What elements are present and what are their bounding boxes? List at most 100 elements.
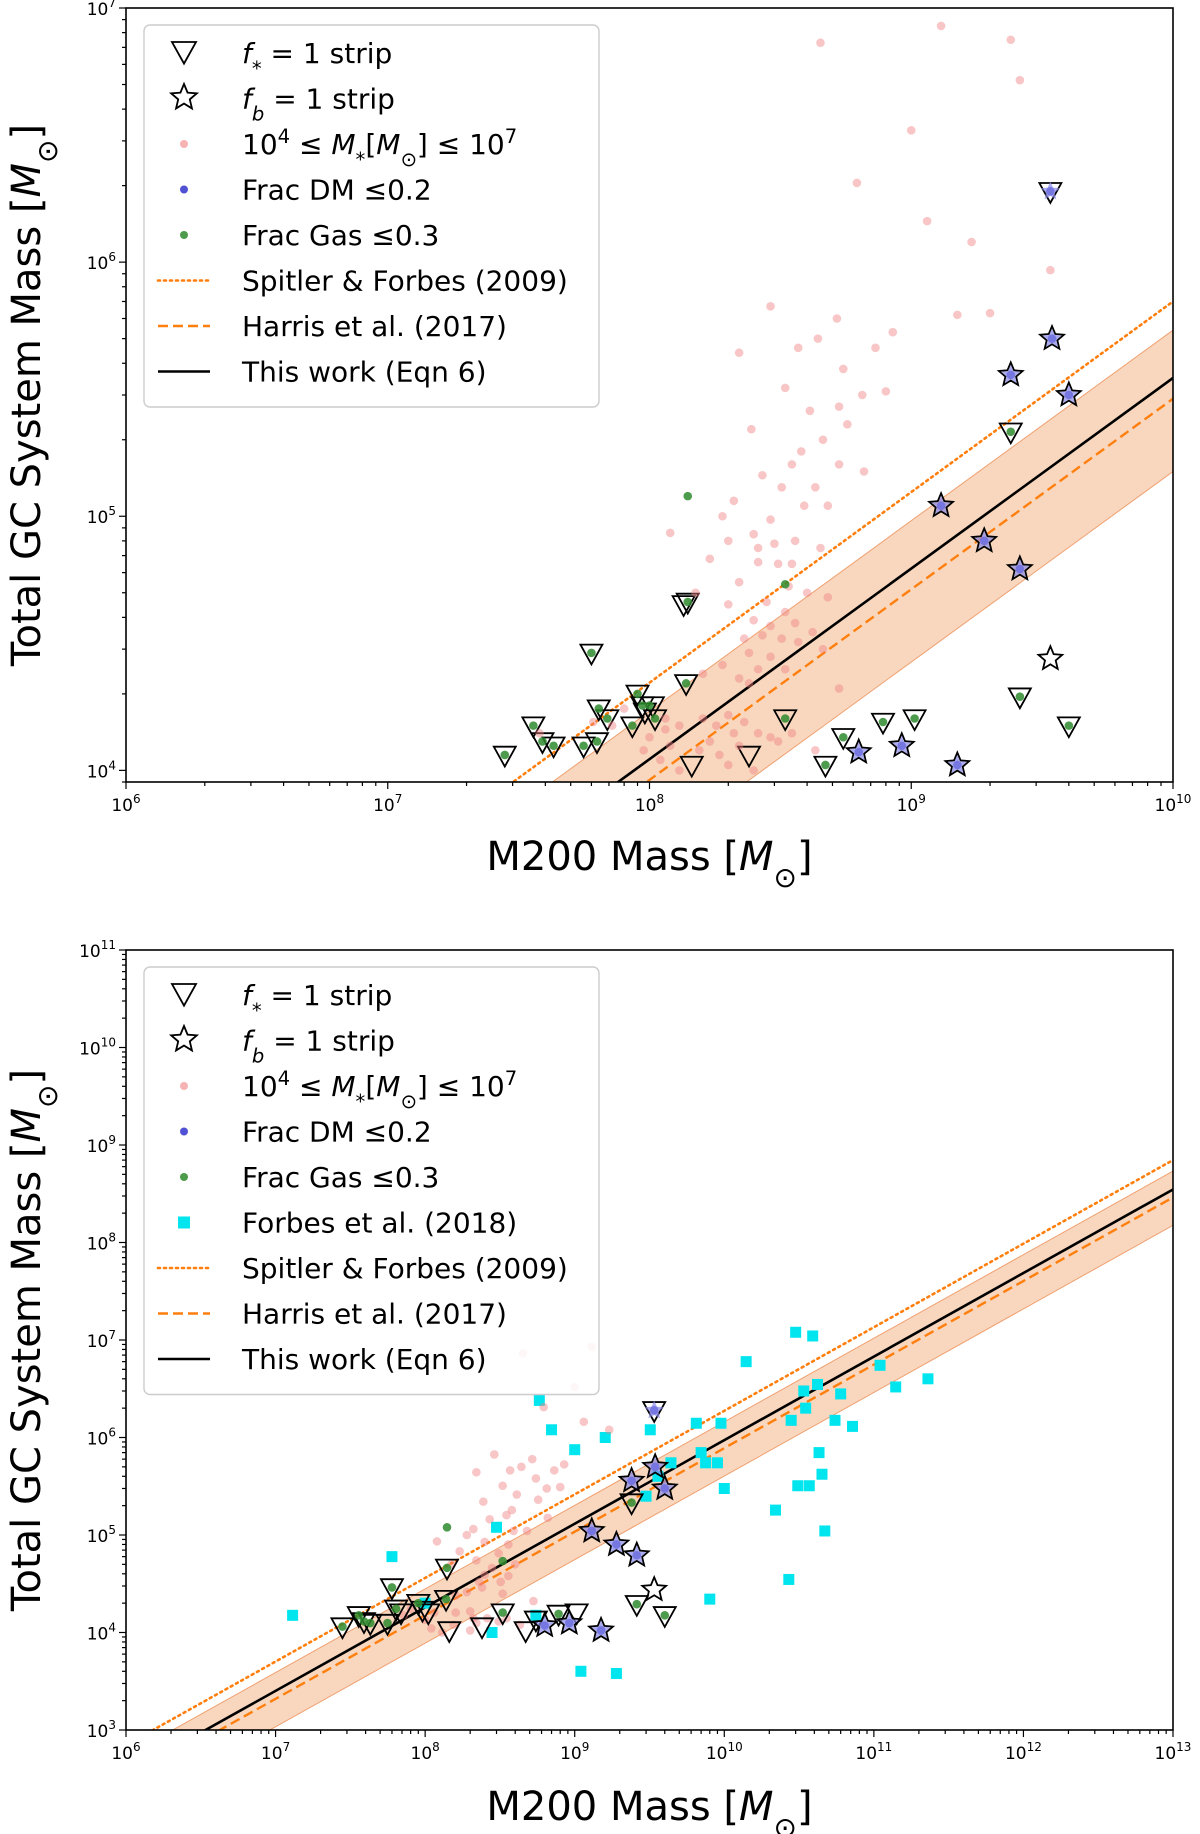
- series-circle: [338, 1498, 670, 1631]
- stellar-mass-point: [661, 714, 670, 723]
- fstar-strip-point: [679, 755, 705, 779]
- stellar-mass-point: [734, 577, 744, 587]
- stellar-mass-point: [465, 1606, 475, 1616]
- stellar-mass-point: [487, 1563, 497, 1573]
- fb-strip-point: [577, 1516, 606, 1543]
- frac-gas-point: [354, 1611, 364, 1620]
- fb-strip-point: [641, 1452, 670, 1479]
- legend-label-fb: fb = 1 strip: [242, 1025, 395, 1068]
- stellar-mass-point: [799, 501, 809, 511]
- fstar-strip-point: [492, 745, 518, 769]
- stellar-mass-point: [834, 460, 844, 469]
- y-tick-label: 106: [87, 1426, 116, 1450]
- stellar-mass-point: [479, 1497, 488, 1506]
- stellar-mass-point: [936, 21, 946, 31]
- fb-strip-point: [530, 1610, 559, 1638]
- stellar-mass-point: [753, 543, 763, 553]
- frac-gas-point: [1064, 721, 1074, 730]
- fstar-strip-point: [642, 709, 668, 732]
- forbes-2018-point: [807, 1330, 819, 1342]
- forbes-2018-point: [800, 1402, 812, 1414]
- frac-gas-point: [1006, 427, 1016, 437]
- frac-gas-point: [413, 1598, 423, 1608]
- legend-frac-dm-icon: [180, 185, 188, 194]
- stellar-mass-point: [1015, 75, 1025, 85]
- stellar-mass-point: [729, 728, 739, 738]
- stellar-mass-point: [787, 728, 797, 738]
- legend-label-harris: Harris et al. (2017): [242, 1298, 507, 1331]
- stellar-mass-point: [555, 1482, 565, 1492]
- stellar-mass-point: [619, 704, 629, 713]
- stellar-mass-point: [793, 637, 803, 647]
- stellar-mass-point: [512, 1490, 522, 1499]
- stellar-mass-point: [531, 1474, 541, 1483]
- frac-dm-star-fill: [582, 1520, 602, 1540]
- series-circle: [500, 427, 1074, 770]
- stellar-mass-point: [762, 597, 771, 607]
- uncertainty-band: [551, 329, 1173, 782]
- legend-triangle-icon: [170, 983, 198, 1008]
- frac-gas-point: [821, 760, 830, 770]
- stellar-mass-point: [698, 714, 708, 723]
- y-tick-label: 1011: [79, 938, 116, 962]
- y-tick-label: 105: [87, 1523, 116, 1547]
- x-tick-label: 107: [261, 1740, 290, 1764]
- frac-gas-point: [338, 1622, 347, 1631]
- stellar-mass-point: [535, 728, 544, 738]
- stellar-mass-point: [455, 1547, 464, 1556]
- frac-dm-star-fill: [622, 1470, 642, 1489]
- stellar-mass-point: [656, 755, 665, 765]
- fstar-strip-point: [736, 745, 762, 769]
- stellar-mass-point: [749, 529, 758, 539]
- fstar-strip-point: [541, 736, 567, 760]
- legend-frac-gas-icon: [180, 1173, 188, 1181]
- legend-star-icon: [168, 81, 200, 111]
- stellar-mass-point: [1046, 265, 1055, 275]
- frac-gas-point: [592, 737, 602, 746]
- frac-dm-star-fill: [892, 735, 912, 754]
- stellar-mass-point: [469, 1524, 478, 1534]
- frac-gas-point: [442, 1522, 452, 1532]
- stellar-mass-point: [787, 559, 797, 569]
- stellar-mass-point: [705, 554, 715, 564]
- forbes-2018-point: [813, 1447, 825, 1459]
- stellar-mass-point: [834, 402, 844, 411]
- forbes-2018-point: [569, 1444, 581, 1456]
- stellar-mass-point: [787, 460, 797, 469]
- stellar-mass-point: [808, 627, 817, 637]
- spitler-forbes-line: [510, 300, 1173, 782]
- frac-gas-point: [383, 1618, 392, 1628]
- frac-dm-star-fill: [1059, 385, 1079, 404]
- frac-dm-star-fill: [535, 1615, 555, 1634]
- stellar-mass-point: [823, 501, 833, 511]
- x-tick-label: 107: [373, 792, 402, 816]
- fstar-strip-point: [812, 755, 838, 779]
- fstar-strip-point: [388, 1603, 414, 1627]
- fb-strip-point: [602, 1529, 631, 1557]
- stellar-mass-point: [1006, 35, 1016, 45]
- stellar-mass-point: [793, 343, 803, 353]
- frac-gas-point: [1015, 692, 1025, 701]
- fstar-strip-point: [571, 736, 597, 760]
- legend-label-fb: fb = 1 strip: [242, 83, 395, 126]
- frac-gas-point: [683, 597, 693, 607]
- stellar-mass-point: [859, 467, 869, 476]
- fstar-strip-point: [346, 1606, 372, 1629]
- fstar-strip-point: [619, 1493, 645, 1516]
- legend-label-stellar: 104 ≤ M*[M⊙] ≤ 107: [242, 1067, 517, 1113]
- harris-line: [217, 1196, 1173, 1730]
- fb-strip-point: [1054, 380, 1083, 408]
- forbes-2018-point: [599, 1432, 611, 1443]
- frac-gas-point: [638, 701, 647, 710]
- stellar-mass-point: [744, 648, 754, 658]
- stellar-mass-point: [539, 1402, 548, 1412]
- y-tick-label: 104: [87, 758, 116, 782]
- stellar-mass-point: [490, 1450, 499, 1459]
- fstar-strip-point: [513, 1621, 539, 1644]
- fb-strip-point: [640, 1574, 669, 1602]
- top-panel: 106 107 108 109 1010 104 105 106 107 M200 Mass [M…: [4, 0, 1191, 894]
- fstar-strip-point: [830, 728, 856, 751]
- stellar-mass-point: [498, 1481, 507, 1491]
- stellar-mass-point: [953, 310, 962, 320]
